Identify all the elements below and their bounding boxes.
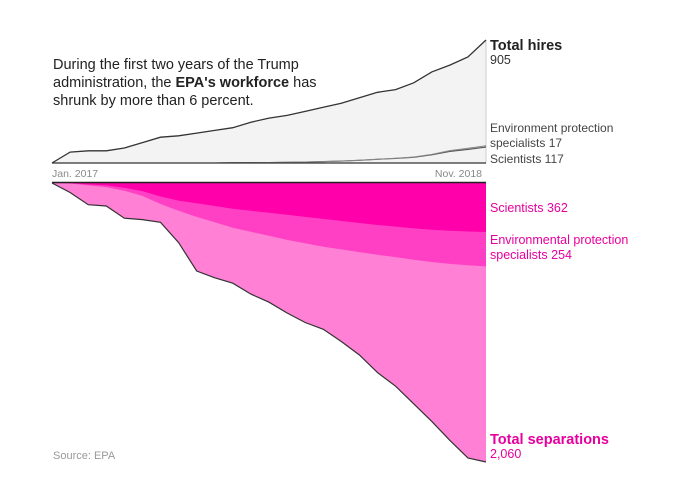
sep-total-label: Total separations: [490, 432, 609, 448]
intro-pre: During the first two years of the Trump …: [53, 57, 299, 91]
sep-specialists-label-line2: specialists 254: [490, 248, 572, 262]
hires-scientists-label: Scientists 117: [490, 152, 564, 166]
separations-chart: [51, 182, 487, 463]
intro-text: During the first two years of the Trump …: [53, 56, 353, 110]
sep-scientists-area: [52, 183, 486, 232]
sep-total-line: [51, 182, 487, 463]
hires-specialists-label: Environment protection specialists 17: [490, 121, 617, 150]
sep-specialists-label-line1: Environmental protection: [490, 233, 628, 247]
intro-bold: EPA's workforce: [175, 75, 290, 91]
sep-total-value: 2,060: [490, 447, 521, 461]
hires-total-value: 905: [490, 53, 511, 67]
sep-scientists-label: Scientists 362: [490, 201, 568, 215]
x-axis-start-label: Jan. 2017: [52, 168, 98, 180]
intro-post: has shrunk by more than 6 percent.: [53, 75, 317, 109]
x-axis-end-label: Nov. 2018: [435, 168, 482, 180]
source-note: Source: EPA: [53, 450, 116, 462]
hires-total-label: Total hires: [490, 38, 562, 54]
hires-total-line: [51, 39, 487, 164]
hires-total-area: [52, 40, 486, 163]
